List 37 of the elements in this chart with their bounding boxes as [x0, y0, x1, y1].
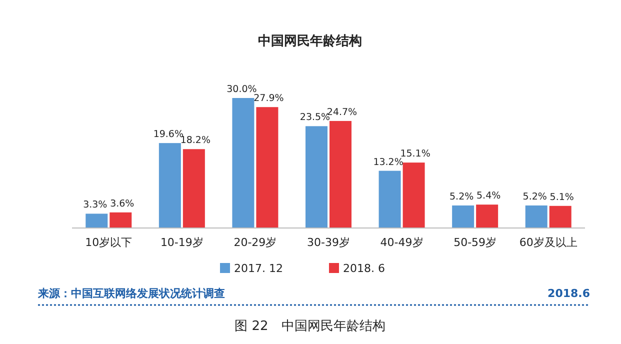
- data-label: 27.9%: [254, 93, 284, 104]
- data-label: 5.2%: [522, 191, 547, 202]
- chart-title: 中国网民年龄结构: [258, 34, 362, 49]
- data-label: 5.2%: [450, 191, 474, 202]
- bar: [232, 98, 254, 228]
- x-tick-label: 50-59岁: [454, 236, 497, 249]
- bar: [182, 149, 205, 228]
- data-label: 3.6%: [110, 198, 134, 210]
- data-label: 5.4%: [476, 190, 501, 202]
- bar: [110, 212, 132, 228]
- x-tick-label: 10-19岁: [160, 236, 204, 249]
- x-tick-label: 10岁以下: [85, 236, 132, 249]
- caption: 图 22 中国网民年龄结构: [234, 319, 386, 334]
- legend-label: 2018. 6: [342, 262, 385, 275]
- bar: [476, 204, 498, 228]
- source-note: 来源：中国互联网络发展状况统计调查: [37, 287, 225, 300]
- x-tick-label: 20-29岁: [234, 236, 277, 249]
- text: 2018.6: [548, 287, 590, 300]
- x-tick-label: 30-39岁: [307, 236, 350, 249]
- bar: [525, 205, 548, 228]
- data-label: 23.5%: [300, 112, 330, 124]
- bar: [330, 120, 352, 228]
- bar: [378, 170, 401, 228]
- data-label: 3.3%: [83, 200, 108, 211]
- data-label: 30.0%: [226, 84, 257, 95]
- bar: [306, 126, 328, 228]
- legend-label: 2017. 12: [234, 262, 283, 275]
- x-tick-label: 40-49岁: [380, 236, 424, 249]
- bar: [86, 214, 108, 228]
- x-tick-label: 60岁及以上: [519, 236, 578, 249]
- data-label: 19.6%: [153, 129, 184, 140]
- bar: [402, 162, 425, 228]
- bar: [256, 107, 278, 228]
- data-label: 5.1%: [550, 192, 574, 203]
- bar: [158, 143, 181, 228]
- bar: [549, 206, 572, 228]
- bar: [452, 205, 474, 228]
